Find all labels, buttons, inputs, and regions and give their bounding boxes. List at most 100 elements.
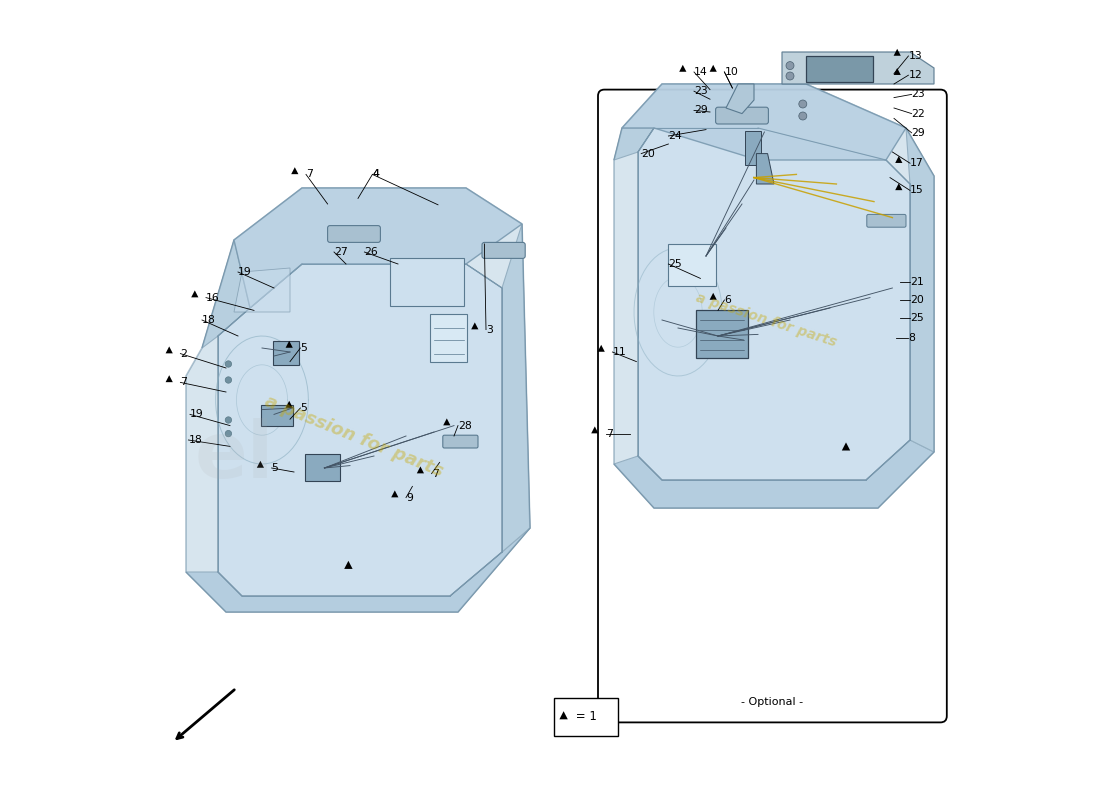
Text: 29: 29: [694, 106, 707, 115]
Polygon shape: [286, 401, 293, 408]
Circle shape: [799, 100, 806, 108]
Polygon shape: [614, 84, 934, 508]
Text: 26: 26: [364, 247, 378, 257]
Polygon shape: [906, 128, 934, 452]
Polygon shape: [186, 188, 530, 612]
Text: 4: 4: [373, 170, 380, 179]
Circle shape: [786, 62, 794, 70]
Text: 7: 7: [306, 170, 312, 179]
Polygon shape: [614, 128, 654, 160]
Text: 5: 5: [272, 463, 278, 473]
Text: 7: 7: [180, 378, 187, 387]
Text: = 1: = 1: [572, 710, 596, 723]
Text: a passion for parts: a passion for parts: [262, 392, 446, 480]
FancyBboxPatch shape: [806, 56, 873, 82]
Polygon shape: [471, 322, 478, 330]
Text: 21: 21: [910, 277, 924, 286]
Text: 22: 22: [912, 109, 925, 118]
Polygon shape: [392, 490, 398, 498]
FancyBboxPatch shape: [482, 242, 525, 258]
Polygon shape: [166, 375, 173, 382]
Text: 13: 13: [909, 51, 922, 61]
FancyBboxPatch shape: [867, 214, 906, 227]
Text: 6: 6: [725, 295, 732, 305]
Text: 18: 18: [202, 315, 216, 325]
Polygon shape: [202, 240, 250, 348]
Polygon shape: [782, 52, 934, 84]
FancyBboxPatch shape: [305, 454, 340, 481]
FancyBboxPatch shape: [745, 131, 761, 165]
Text: 14: 14: [694, 67, 707, 77]
FancyBboxPatch shape: [696, 310, 748, 358]
Polygon shape: [893, 49, 901, 56]
Polygon shape: [757, 154, 774, 184]
Polygon shape: [621, 84, 906, 160]
Text: 9: 9: [406, 493, 412, 502]
Text: 2: 2: [180, 349, 187, 358]
Text: 16: 16: [206, 293, 220, 302]
Text: 24: 24: [669, 131, 682, 141]
Polygon shape: [591, 426, 598, 434]
Circle shape: [226, 417, 232, 423]
Polygon shape: [234, 268, 290, 312]
Text: a passion for parts: a passion for parts: [694, 290, 838, 350]
Circle shape: [799, 112, 806, 120]
FancyBboxPatch shape: [598, 90, 947, 722]
Circle shape: [786, 72, 794, 80]
FancyBboxPatch shape: [430, 314, 466, 362]
Polygon shape: [417, 466, 424, 474]
Polygon shape: [597, 345, 605, 352]
Polygon shape: [292, 167, 298, 174]
Text: - Optional -: - Optional -: [741, 697, 803, 706]
Polygon shape: [842, 442, 850, 450]
Polygon shape: [443, 418, 450, 426]
FancyBboxPatch shape: [390, 258, 463, 306]
Text: 20: 20: [910, 295, 924, 305]
Text: 25: 25: [910, 314, 924, 323]
Text: 7: 7: [606, 429, 613, 438]
Circle shape: [226, 377, 232, 383]
Text: 28: 28: [458, 421, 472, 430]
Polygon shape: [344, 561, 353, 569]
Text: el: el: [195, 418, 274, 494]
Polygon shape: [638, 128, 910, 480]
Polygon shape: [893, 68, 901, 75]
Text: 7: 7: [431, 469, 439, 478]
Polygon shape: [560, 711, 568, 719]
Text: 23: 23: [912, 90, 925, 99]
Text: 20: 20: [641, 149, 656, 158]
Text: 19: 19: [238, 267, 252, 277]
Polygon shape: [502, 224, 530, 552]
Polygon shape: [895, 156, 902, 163]
Text: 12: 12: [909, 70, 922, 80]
Text: 4: 4: [373, 170, 380, 179]
Text: 10: 10: [725, 67, 738, 77]
Circle shape: [226, 361, 232, 367]
Polygon shape: [614, 440, 934, 508]
FancyBboxPatch shape: [261, 405, 294, 426]
Text: 15: 15: [910, 186, 924, 195]
Polygon shape: [186, 528, 530, 612]
Polygon shape: [679, 65, 686, 72]
Polygon shape: [710, 293, 717, 300]
FancyBboxPatch shape: [328, 226, 381, 242]
Polygon shape: [274, 344, 298, 362]
FancyBboxPatch shape: [669, 244, 716, 286]
Text: 18: 18: [188, 435, 202, 445]
Text: 17: 17: [910, 158, 924, 168]
Polygon shape: [726, 84, 754, 114]
FancyBboxPatch shape: [554, 698, 618, 736]
Text: 5: 5: [300, 343, 307, 353]
Text: 8: 8: [909, 333, 915, 342]
Text: 19: 19: [190, 410, 204, 419]
Polygon shape: [191, 290, 198, 298]
Text: 3: 3: [486, 325, 493, 334]
Text: 11: 11: [613, 347, 626, 357]
Text: 29: 29: [912, 128, 925, 138]
Text: 5: 5: [300, 403, 307, 413]
FancyBboxPatch shape: [443, 435, 478, 448]
Polygon shape: [286, 341, 293, 348]
FancyBboxPatch shape: [273, 341, 299, 365]
Text: 23: 23: [694, 86, 707, 96]
Polygon shape: [256, 461, 264, 468]
